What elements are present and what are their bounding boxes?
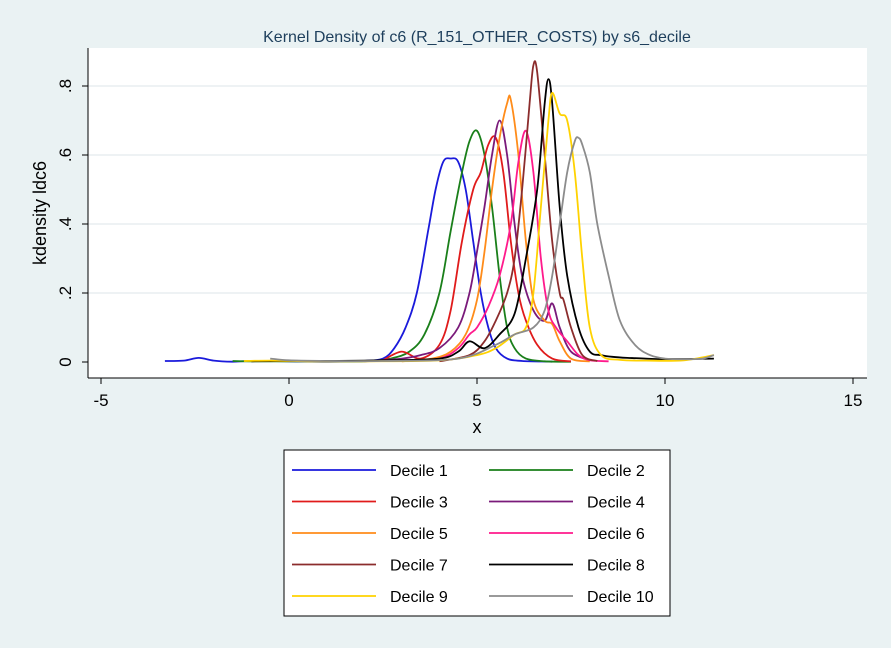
x-tick-label: 10 [656,391,675,410]
series-line-decile-4 [364,119,591,363]
legend-label: Decile 10 [587,589,654,606]
legend-label: Decile 6 [587,526,645,543]
legend-label: Decile 3 [390,495,448,512]
series-line-decile-10 [270,136,715,363]
legend-label: Decile 1 [390,463,448,480]
y-axis-title: kdensity ldc6 [30,161,50,265]
x-tick-label: 5 [472,391,481,410]
x-axis-title: x [473,417,482,437]
y-tick-label: .6 [56,148,75,162]
y-tick-label: .8 [56,79,75,93]
legend-label: Decile 5 [390,526,448,543]
plot-area [88,48,867,378]
series-line-decile-6 [401,129,609,363]
y-tick-label: .2 [56,286,75,300]
chart-title: Kernel Density of c6 (R_151_OTHER_COSTS)… [263,29,691,46]
series-line-decile-8 [251,78,714,363]
legend-label: Decile 7 [390,558,448,575]
y-tick-label: 0 [56,357,75,366]
legend-label: Decile 4 [587,495,645,512]
series-line-decile-5 [401,94,590,363]
x-tick-label: -5 [93,391,108,410]
y-tick-label: .4 [56,217,75,231]
x-tick-label: 15 [844,391,863,410]
legend-label: Decile 2 [587,463,645,480]
series-lines [164,60,715,363]
series-line-decile-7 [439,60,598,363]
legend-label: Decile 8 [587,558,645,575]
legend-label: Decile 9 [390,589,448,606]
legend: Decile 1 Decile 2 Decile 3 Decile 4 Decile 5… [283,449,671,617]
axes: 0 .2 .4 .6 .8 -5 0 5 10 15 [56,48,867,410]
x-tick-label: 0 [284,391,293,410]
